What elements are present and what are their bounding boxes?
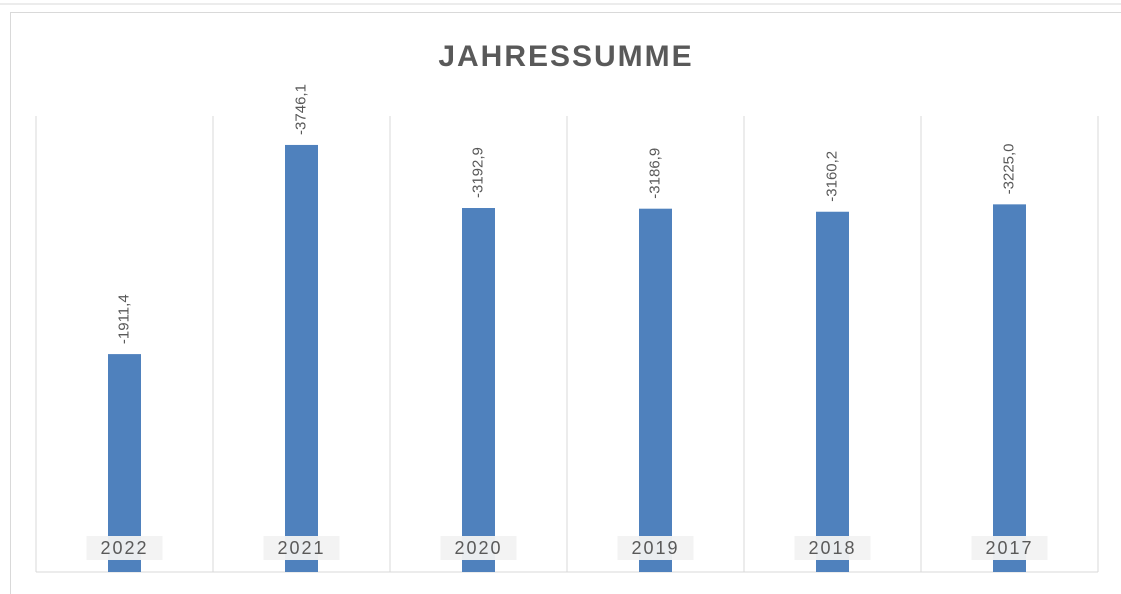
x-tick-label: 2022 xyxy=(100,538,148,558)
data-label: -3225,0 xyxy=(1000,143,1017,194)
bar xyxy=(462,208,495,572)
x-tick-label: 2018 xyxy=(808,538,856,558)
x-tick-label-bg xyxy=(617,536,694,560)
bar xyxy=(639,208,672,572)
x-tick-label: 2019 xyxy=(631,538,679,558)
x-tick-label: 2017 xyxy=(985,538,1033,558)
data-label: -1911,4 xyxy=(115,294,132,344)
bar xyxy=(285,144,318,573)
data-label: -3192,9 xyxy=(469,147,486,198)
chart-frame xyxy=(10,12,1121,594)
x-tick-label-bg xyxy=(263,536,340,560)
x-tick-label-bg xyxy=(794,536,871,560)
x-tick-label: 2021 xyxy=(277,538,325,558)
chart-title: JAHRESSUMME xyxy=(438,40,693,73)
x-tick-label: 2020 xyxy=(454,538,502,558)
data-label: -3746,1 xyxy=(292,84,309,135)
x-tick-label-bg xyxy=(86,536,163,560)
bar xyxy=(993,204,1026,572)
data-label: -3186,9 xyxy=(646,148,663,199)
bar xyxy=(108,354,141,572)
data-label: -3160,2 xyxy=(823,151,840,202)
x-tick-label-bg xyxy=(971,536,1048,560)
x-tick-label-bg xyxy=(440,536,517,560)
bar xyxy=(816,211,849,573)
